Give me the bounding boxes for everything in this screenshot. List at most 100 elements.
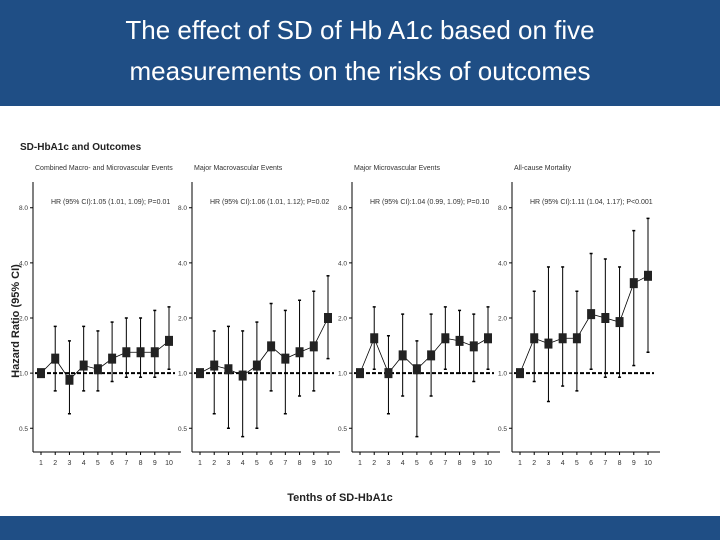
data-point xyxy=(281,353,290,364)
y-tick-label: 4.0 xyxy=(19,260,28,267)
series-line xyxy=(40,340,170,381)
data-point xyxy=(37,368,45,379)
chart-panel: All-cause Mortality HR (95% CI):1.11 (1.0… xyxy=(498,165,660,467)
x-axis-label: Tenths of SD-HbA1c xyxy=(287,492,393,504)
x-tick-label: 3 xyxy=(386,460,390,467)
data-point xyxy=(224,364,233,375)
data-point xyxy=(150,347,159,358)
data-point xyxy=(210,360,219,371)
x-tick-label: 6 xyxy=(589,460,593,467)
panel-title: Combined Macro- and Microvascular Events xyxy=(35,165,173,172)
data-point xyxy=(572,333,581,344)
x-tick-label: 8 xyxy=(298,460,302,467)
y-tick-label: 4.0 xyxy=(178,260,187,267)
panel-annotation: HR (95% CI):1.05 (1.01, 1.09); P=0.01 xyxy=(51,199,170,206)
data-point xyxy=(122,347,131,358)
data-point xyxy=(51,353,60,364)
data-point xyxy=(398,350,407,361)
x-tick-label: 9 xyxy=(312,460,316,467)
data-point xyxy=(384,368,393,379)
y-tick-label: 1.0 xyxy=(178,371,187,378)
data-point xyxy=(252,360,261,371)
data-point xyxy=(484,333,492,344)
data-point xyxy=(295,347,304,358)
x-tick-label: 9 xyxy=(472,460,476,467)
chart-panel: Major Macrovascular Events HR (95% CI):1.… xyxy=(178,165,340,467)
data-point xyxy=(267,341,276,352)
y-tick-label: 2.0 xyxy=(178,316,187,323)
data-point xyxy=(587,309,596,320)
y-tick-label: 0.5 xyxy=(19,426,28,433)
panel-title: All-cause Mortality xyxy=(514,165,572,172)
data-point xyxy=(427,350,436,361)
x-tick-label: 8 xyxy=(139,460,143,467)
data-point xyxy=(165,335,173,346)
y-tick-label: 2.0 xyxy=(338,316,347,323)
chart-panel: Major Microvascular Events HR (95% CI):1.… xyxy=(338,165,500,467)
data-point xyxy=(558,333,567,344)
x-tick-label: 4 xyxy=(82,460,86,467)
x-tick-label: 6 xyxy=(429,460,433,467)
data-point xyxy=(412,364,421,375)
x-tick-label: 5 xyxy=(255,460,259,467)
data-point xyxy=(65,374,74,385)
panel-annotation: HR (95% CI):1.11 (1.04, 1.17); P<0.001 xyxy=(530,199,653,206)
x-tick-label: 3 xyxy=(546,460,550,467)
data-point xyxy=(370,333,379,344)
data-point xyxy=(455,335,464,346)
x-tick-label: 8 xyxy=(618,460,622,467)
data-point xyxy=(441,333,450,344)
x-tick-label: 4 xyxy=(241,460,245,467)
x-tick-label: 5 xyxy=(415,460,419,467)
y-tick-label: 1.0 xyxy=(498,371,507,378)
x-tick-label: 7 xyxy=(603,460,607,467)
x-tick-label: 7 xyxy=(283,460,287,467)
y-tick-label: 8.0 xyxy=(338,205,347,212)
data-point xyxy=(544,338,553,349)
data-point xyxy=(615,317,624,328)
x-tick-label: 2 xyxy=(212,460,216,467)
data-point xyxy=(601,313,610,323)
panel-annotation: HR (95% CI):1.04 (0.99, 1.09); P=0.10 xyxy=(370,199,489,206)
panel-title: Major Microvascular Events xyxy=(354,165,440,172)
data-point xyxy=(530,333,539,344)
data-point xyxy=(644,270,652,281)
panel-annotation: HR (95% CI):1.06 (1.01, 1.12); P=0.02 xyxy=(210,199,329,206)
y-tick-label: 8.0 xyxy=(178,205,187,212)
data-point xyxy=(93,364,102,375)
x-tick-label: 1 xyxy=(358,460,362,467)
slide-footer xyxy=(0,516,720,540)
x-tick-label: 9 xyxy=(153,460,157,467)
x-tick-label: 10 xyxy=(165,460,173,467)
y-tick-label: 2.0 xyxy=(498,316,507,323)
data-point xyxy=(108,353,117,364)
x-tick-label: 10 xyxy=(484,460,492,467)
data-point xyxy=(516,368,524,379)
chart-panels: Combined Macro- and Microvascular Events… xyxy=(19,165,660,467)
data-point xyxy=(629,278,638,289)
y-tick-label: 0.5 xyxy=(498,426,507,433)
x-tick-label: 8 xyxy=(458,460,462,467)
x-tick-label: 6 xyxy=(110,460,114,467)
x-tick-label: 2 xyxy=(372,460,376,467)
x-tick-label: 1 xyxy=(39,460,43,467)
x-tick-label: 6 xyxy=(269,460,273,467)
y-tick-label: 1.0 xyxy=(338,371,347,378)
slide-header xyxy=(0,0,720,106)
x-tick-label: 9 xyxy=(632,460,636,467)
y-tick-label: 0.5 xyxy=(178,426,187,433)
x-tick-label: 3 xyxy=(226,460,230,467)
y-tick-label: 4.0 xyxy=(338,260,347,267)
x-tick-label: 7 xyxy=(124,460,128,467)
y-tick-label: 1.0 xyxy=(19,371,28,378)
x-tick-label: 7 xyxy=(443,460,447,467)
panel-title: Major Macrovascular Events xyxy=(194,165,283,172)
series-line xyxy=(359,337,489,374)
chart-panel: Combined Macro- and Microvascular Events… xyxy=(19,165,181,467)
series-line xyxy=(519,275,649,374)
data-point xyxy=(79,360,88,371)
slide-title: The effect of SD of Hb A1c based on five… xyxy=(125,15,595,86)
x-tick-label: 3 xyxy=(67,460,71,467)
x-tick-label: 4 xyxy=(561,460,565,467)
data-point xyxy=(136,347,145,358)
